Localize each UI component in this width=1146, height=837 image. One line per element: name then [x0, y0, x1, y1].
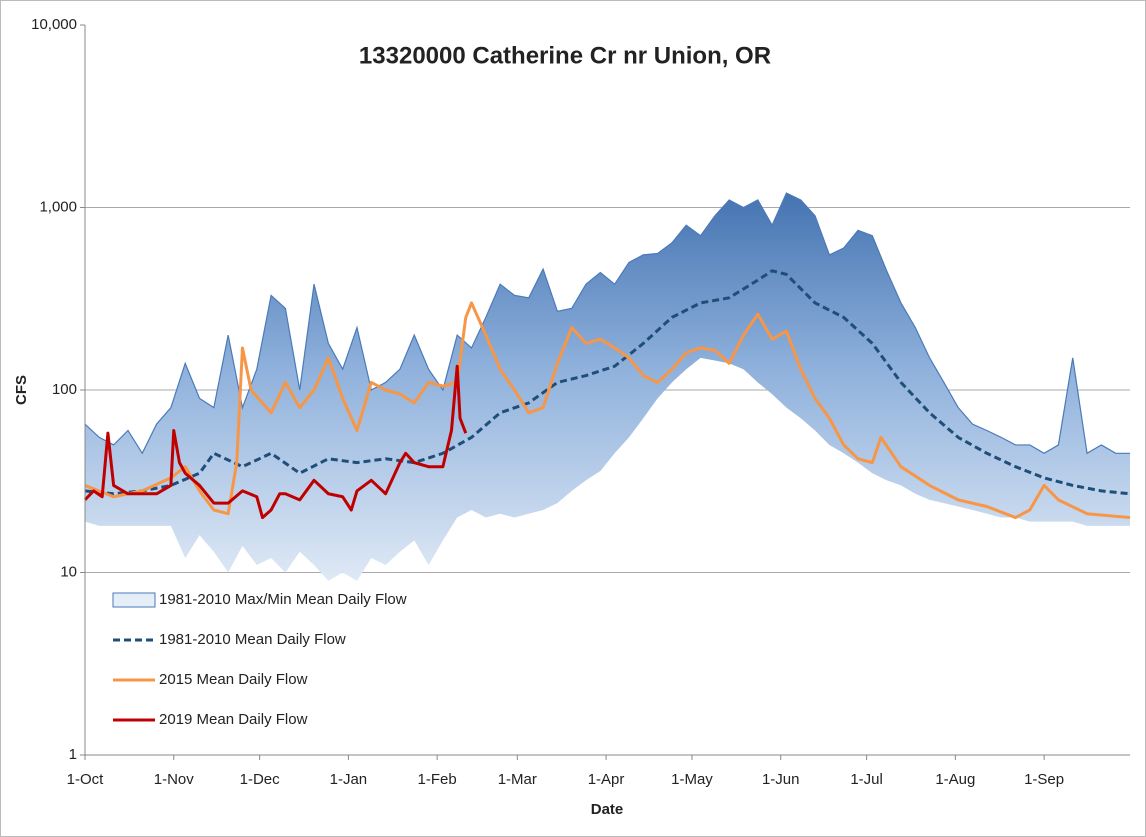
- series-line: [84, 269, 1131, 496]
- x-tick-label: 1-Jul: [850, 771, 883, 788]
- legend-swatch: [112, 592, 156, 608]
- x-tick-label: 1-Oct: [67, 771, 105, 788]
- x-tick-label: 1-Sep: [1024, 771, 1064, 788]
- x-tick-label: 1-Nov: [154, 771, 195, 788]
- legend-label: 2015 Mean Daily Flow: [159, 671, 308, 688]
- x-tick-label: 1-May: [671, 771, 713, 788]
- x-tick-label: 1-Aug: [935, 771, 975, 788]
- y-tick-label: 10: [60, 563, 77, 580]
- x-axis-label: Date: [591, 801, 624, 818]
- series-line: [84, 301, 1131, 520]
- x-tick-label: 1-Jun: [762, 771, 800, 788]
- x-tick-label: 1-Dec: [240, 771, 281, 788]
- range-band: [85, 193, 1130, 581]
- chart-title: 13320000 Catherine Cr nr Union, OR: [359, 42, 771, 69]
- x-tick-label: 1-Apr: [588, 771, 625, 788]
- x-tick-label: 1-Mar: [498, 771, 537, 788]
- legend-label: 2019 Mean Daily Flow: [159, 711, 308, 728]
- range-band-max: [84, 192, 1130, 455]
- y-axis-label: CFS: [13, 375, 30, 405]
- series-line: [83, 364, 468, 520]
- legend-label: 1981-2010 Mean Daily Flow: [159, 631, 346, 648]
- y-tick-label: 1,000: [39, 198, 77, 215]
- x-tick-label: 1-Jan: [330, 771, 368, 788]
- y-tick-label: 100: [52, 381, 77, 398]
- legend-label: 1981-2010 Max/Min Mean Daily Flow: [159, 591, 407, 608]
- y-tick-label: 1: [69, 746, 77, 763]
- y-tick-label: 10,000: [31, 16, 77, 33]
- x-tick-label: 1-Feb: [418, 771, 457, 788]
